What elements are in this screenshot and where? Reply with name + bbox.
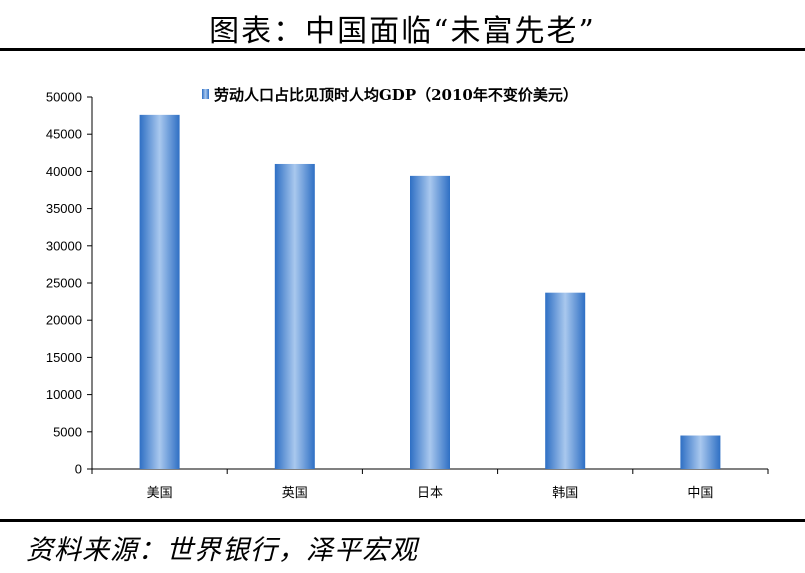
y-tick-label: 15000 — [46, 350, 82, 365]
y-tick-label: 0 — [75, 462, 82, 477]
x-tick-label: 韩国 — [552, 486, 578, 501]
x-tick-label: 美国 — [147, 486, 173, 501]
y-tick-label: 40000 — [46, 164, 82, 179]
y-tick-label: 35000 — [46, 201, 82, 216]
title-divider — [0, 48, 805, 51]
y-tick-label: 25000 — [46, 276, 82, 291]
y-tick-label: 20000 — [46, 313, 82, 328]
legend-label: 劳动人口占比见顶时人均GDP（2010年不变价美元） — [214, 86, 578, 104]
x-tick-label: 中国 — [687, 486, 713, 501]
y-tick-label: 30000 — [46, 238, 82, 253]
bar-2 — [410, 175, 450, 469]
bar-chart: 劳动人口占比见顶时人均GDP（2010年不变价美元） 0 5000 10000 150… — [0, 60, 805, 515]
bar-1 — [274, 163, 315, 469]
y-tick-label: 50000 — [46, 90, 82, 105]
x-tick-label: 英国 — [282, 486, 308, 501]
page-title: 图表：中国面临“未富先老” — [209, 14, 596, 49]
chart-svg: 劳动人口占比见顶时人均GDP（2010年不变价美元） 0 5000 10000 150… — [46, 86, 769, 501]
source-note: 资料来源：世界银行，泽平宏观 — [26, 535, 418, 566]
legend-swatch — [202, 89, 209, 99]
bar-4 — [680, 435, 721, 469]
bar-0 — [139, 114, 180, 469]
y-tick-label: 45000 — [46, 127, 82, 142]
y-tick-label: 5000 — [53, 424, 82, 439]
bar-3 — [545, 292, 586, 469]
y-tick-label: 10000 — [46, 387, 82, 402]
x-tick-label: 日本 — [417, 486, 443, 501]
source-divider — [0, 519, 805, 522]
chart-legend: 劳动人口占比见顶时人均GDP（2010年不变价美元） — [202, 86, 578, 104]
